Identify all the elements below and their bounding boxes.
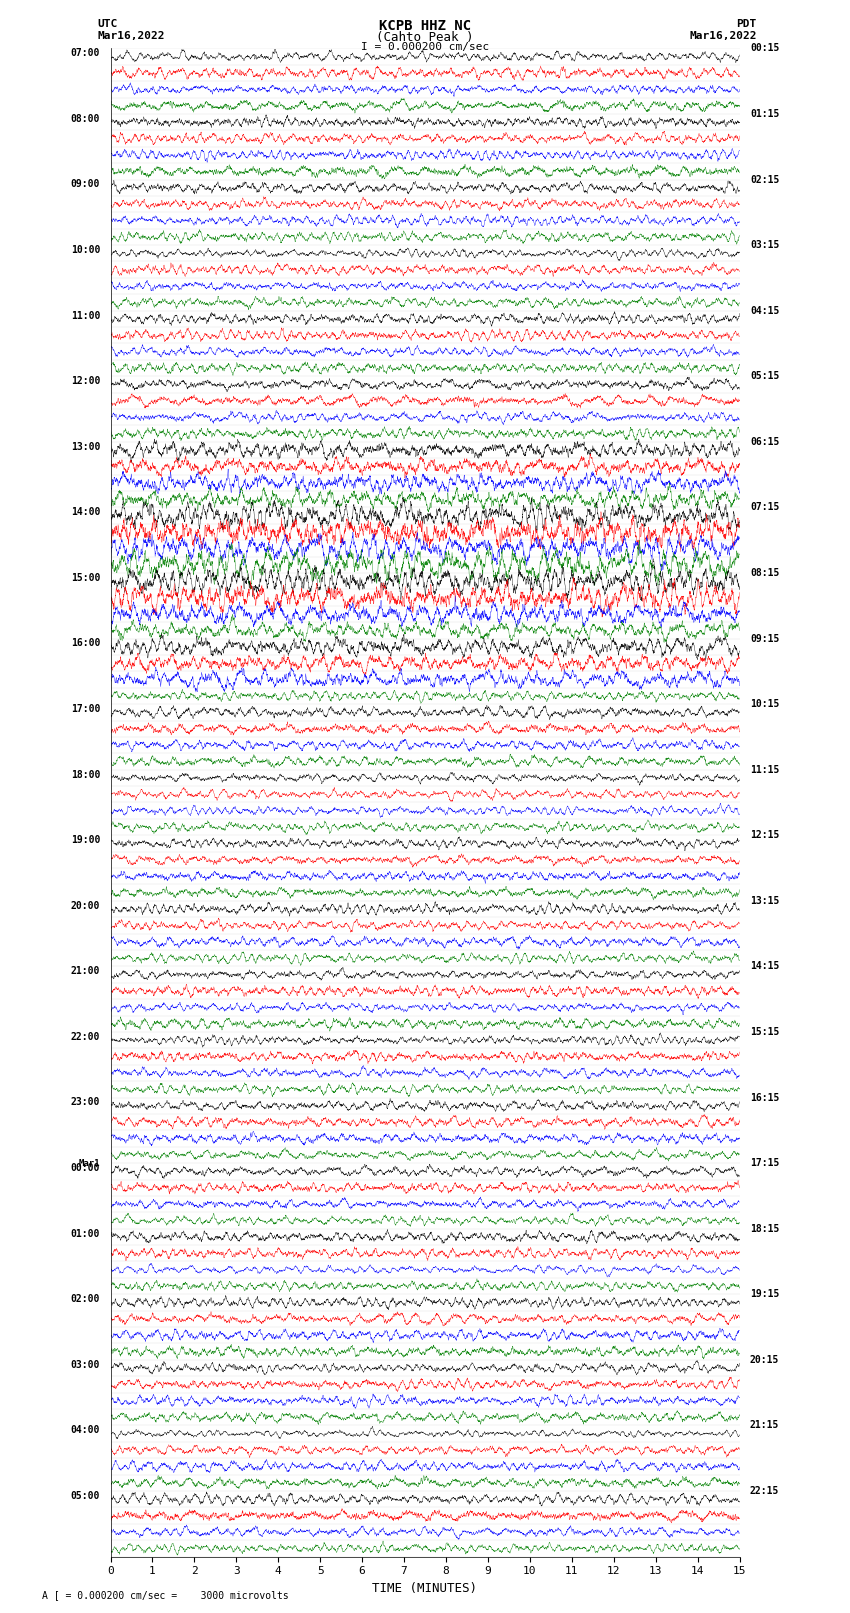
- Text: 07:15: 07:15: [750, 502, 779, 513]
- Text: 06:15: 06:15: [750, 437, 779, 447]
- Text: 15:00: 15:00: [71, 573, 100, 582]
- Text: UTC: UTC: [98, 19, 118, 29]
- Text: 22:00: 22:00: [71, 1032, 100, 1042]
- Text: Mar1: Mar1: [78, 1158, 100, 1168]
- Text: 01:15: 01:15: [750, 110, 779, 119]
- Text: KCPB HHZ NC: KCPB HHZ NC: [379, 19, 471, 34]
- Text: 14:00: 14:00: [71, 508, 100, 518]
- Text: 02:15: 02:15: [750, 174, 779, 184]
- Text: 09:00: 09:00: [71, 179, 100, 189]
- Text: 01:00: 01:00: [71, 1229, 100, 1239]
- Text: 12:15: 12:15: [750, 831, 779, 840]
- Text: I = 0.000200 cm/sec: I = 0.000200 cm/sec: [361, 42, 489, 52]
- Text: 03:15: 03:15: [750, 240, 779, 250]
- Text: 16:00: 16:00: [71, 639, 100, 648]
- Text: 11:15: 11:15: [750, 765, 779, 774]
- Text: (Cahto Peak ): (Cahto Peak ): [377, 31, 473, 44]
- Text: 13:00: 13:00: [71, 442, 100, 452]
- Text: 17:15: 17:15: [750, 1158, 779, 1168]
- Text: 14:15: 14:15: [750, 961, 779, 971]
- Text: 21:15: 21:15: [750, 1421, 779, 1431]
- Text: 07:00: 07:00: [71, 48, 100, 58]
- Text: 17:00: 17:00: [71, 703, 100, 715]
- Text: 10:00: 10:00: [71, 245, 100, 255]
- Text: A [ = 0.000200 cm/sec =    3000 microvolts: A [ = 0.000200 cm/sec = 3000 microvolts: [42, 1590, 289, 1600]
- Text: 21:00: 21:00: [71, 966, 100, 976]
- Text: 10:15: 10:15: [750, 698, 779, 710]
- Text: 23:00: 23:00: [71, 1097, 100, 1108]
- X-axis label: TIME (MINUTES): TIME (MINUTES): [372, 1582, 478, 1595]
- Text: 04:00: 04:00: [71, 1426, 100, 1436]
- Text: PDT: PDT: [736, 19, 756, 29]
- Text: Mar16,2022: Mar16,2022: [689, 31, 756, 40]
- Text: 20:15: 20:15: [750, 1355, 779, 1365]
- Text: 08:15: 08:15: [750, 568, 779, 577]
- Text: 12:00: 12:00: [71, 376, 100, 386]
- Text: Mar16,2022: Mar16,2022: [98, 31, 165, 40]
- Text: 08:00: 08:00: [71, 115, 100, 124]
- Text: 15:15: 15:15: [750, 1027, 779, 1037]
- Text: 19:00: 19:00: [71, 836, 100, 845]
- Text: 04:15: 04:15: [750, 306, 779, 316]
- Text: 02:00: 02:00: [71, 1294, 100, 1305]
- Text: 00:00: 00:00: [71, 1163, 100, 1173]
- Text: 19:15: 19:15: [750, 1289, 779, 1298]
- Text: 18:00: 18:00: [71, 769, 100, 779]
- Text: 18:15: 18:15: [750, 1224, 779, 1234]
- Text: 05:15: 05:15: [750, 371, 779, 381]
- Text: 11:00: 11:00: [71, 311, 100, 321]
- Text: 20:00: 20:00: [71, 900, 100, 911]
- Text: 00:15: 00:15: [750, 44, 779, 53]
- Text: 13:15: 13:15: [750, 895, 779, 907]
- Text: 03:00: 03:00: [71, 1360, 100, 1369]
- Text: 22:15: 22:15: [750, 1486, 779, 1495]
- Text: 05:00: 05:00: [71, 1490, 100, 1500]
- Text: 09:15: 09:15: [750, 634, 779, 644]
- Text: 16:15: 16:15: [750, 1092, 779, 1103]
